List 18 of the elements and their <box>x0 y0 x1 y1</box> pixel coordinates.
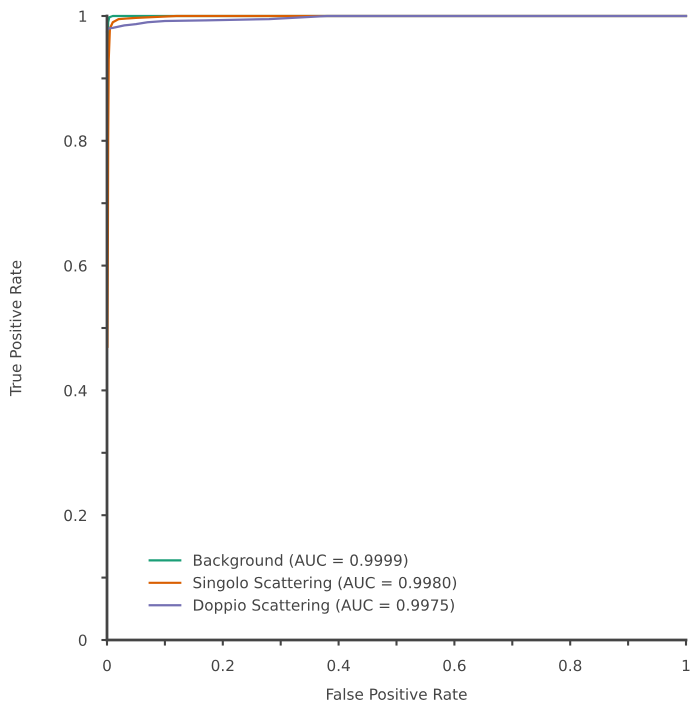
y-tick-label: 0.8 <box>64 135 87 147</box>
y-tick-label: 0.4 <box>64 384 87 396</box>
y-tick-label: 0.2 <box>64 510 86 522</box>
y-tick-label: 0.6 <box>64 260 87 272</box>
y-tick-label: 1 <box>80 10 86 22</box>
legend-label: Background (AUC = 0.9999) <box>194 554 408 569</box>
x-tick-label: 0.8 <box>559 660 582 672</box>
x-tick-label: 0.2 <box>212 660 234 672</box>
legend-label: Doppio Scattering (AUC = 0.9975) <box>194 598 454 614</box>
x-tick-label: 0.4 <box>327 660 350 672</box>
line-series <box>106 14 688 33</box>
y-tick-label: 0 <box>78 634 87 646</box>
x-tick-label: 0 <box>103 660 111 672</box>
x-tick-label: 0.6 <box>443 660 466 672</box>
legend-label: Singolo Scattering (AUC = 0.9980) <box>193 576 456 592</box>
y-axis-title: True Positive Rate <box>10 260 22 396</box>
x-tick-label: 1 <box>682 660 690 672</box>
x-axis-title: False Positive Rate <box>327 688 467 700</box>
